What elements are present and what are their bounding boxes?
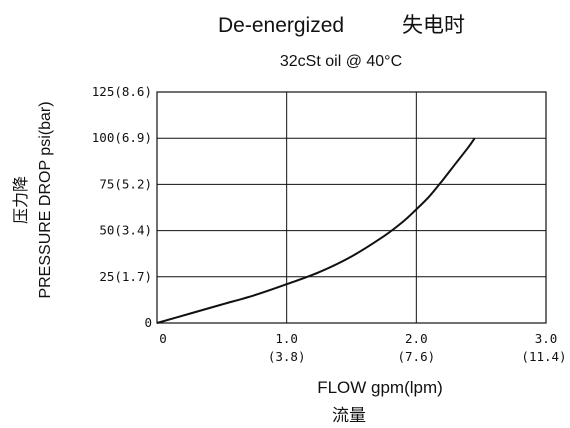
x-tick-sublabel: (11.4)	[521, 349, 566, 364]
plot-grid	[157, 92, 546, 323]
y-axis-label-cjk: 压力降	[11, 176, 30, 224]
y-tick-label: 50(3.4)	[99, 223, 152, 238]
chart-title-cjk: 失电时	[402, 13, 465, 37]
x-tick-label: 0	[159, 331, 167, 346]
y-axis-label-cjk-group: 压力降	[11, 176, 30, 224]
y-tick-labels: 0 25(1.7) 50(3.4) 75(5.2) 100(6.9) 125(8.6)	[92, 84, 152, 330]
chart-title: De-energized	[218, 14, 344, 37]
x-tick-labels: 0 1.0 (3.8) 2.0 (7.6) 3.0 (11.4)	[159, 331, 566, 364]
x-tick-label: 3.0	[535, 331, 558, 346]
x-tick-label: 1.0	[275, 331, 298, 346]
y-axis-label: PRESSURE DROP psi(bar)	[37, 101, 54, 298]
y-tick-label: 75(5.2)	[99, 176, 152, 191]
y-tick-label: 125(8.6)	[92, 84, 152, 99]
y-tick-label: 0	[144, 315, 152, 330]
pressure-drop-curve	[156, 137, 476, 324]
x-tick-sublabel: (3.8)	[268, 349, 306, 364]
x-tick-label: 2.0	[405, 331, 428, 346]
y-tick-label: 25(1.7)	[99, 269, 152, 284]
x-axis-label-cjk: 流量	[332, 406, 366, 426]
plot-frame	[156, 91, 547, 324]
x-tick-sublabel: (7.6)	[398, 349, 436, 364]
chart-subtitle: 32cSt oil @ 40°C	[280, 53, 402, 70]
x-axis-label: FLOW gpm(lpm)	[317, 378, 443, 397]
y-tick-label: 100(6.9)	[92, 130, 152, 145]
y-axis-label-group: PRESSURE DROP psi(bar)	[37, 101, 54, 298]
